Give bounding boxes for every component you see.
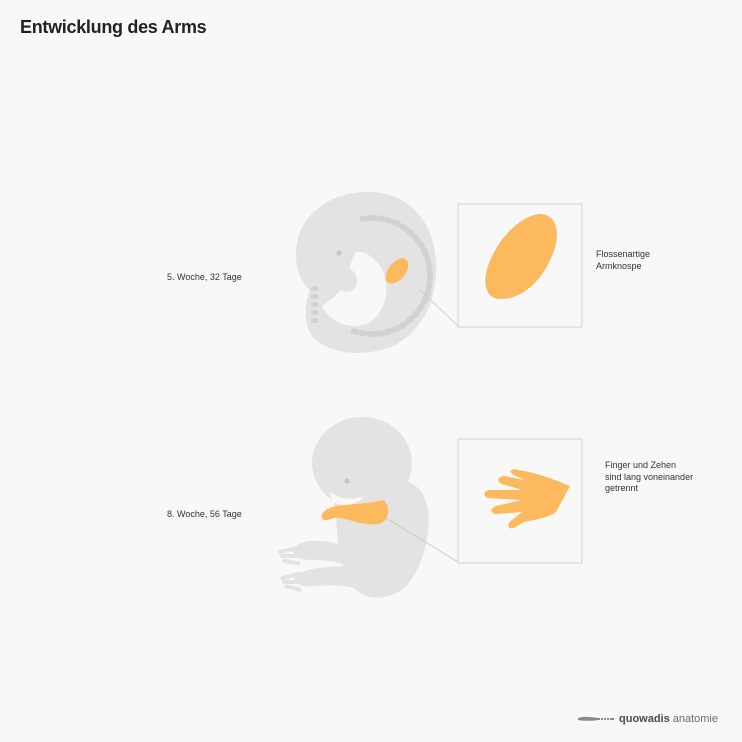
description-line: Finger und Zehen (605, 460, 677, 470)
somite (426, 263, 433, 273)
embryo-week-5-inner (322, 251, 387, 326)
embryo-week-8-leg-upper (292, 540, 356, 570)
somite-chain (311, 214, 434, 338)
embryo-week-5-face (336, 266, 358, 292)
somite (367, 214, 377, 222)
somite (311, 318, 318, 323)
embryo-week-8-toes-upper (278, 546, 300, 566)
connector-line-week-5 (419, 289, 459, 327)
somite (311, 302, 318, 307)
somite (311, 286, 318, 291)
description-line: Armknospe (596, 260, 642, 271)
somite (411, 310, 420, 319)
scalpel-icon (578, 716, 614, 721)
somite (350, 327, 360, 336)
embryo-week-5-eye (336, 250, 342, 256)
description-line: Flossenartige (596, 249, 651, 259)
embryo-week-5 (295, 191, 437, 353)
brand-name-light: anatomie (672, 713, 718, 725)
somite (384, 216, 394, 224)
page-title: Entwicklung des Arms (20, 17, 207, 37)
somite (398, 321, 408, 330)
somite (416, 303, 425, 313)
arm-bud-week-5 (385, 258, 409, 284)
somite (411, 233, 421, 243)
arm-bud-detail (485, 214, 557, 300)
somite (383, 328, 393, 336)
somite (399, 223, 409, 232)
detail-frame-week-8 (457, 438, 583, 564)
embryo-week-8-leg-lower (294, 566, 360, 590)
stage-label-week-8: 8. Woche, 56 Tage (167, 509, 242, 519)
brand-logo: quowadis anatomie (578, 713, 718, 725)
hand-detail (484, 469, 570, 529)
connector-line-week-8 (385, 517, 459, 563)
somite (405, 316, 414, 325)
somite (424, 255, 432, 265)
stage-label-week-5: 5. Woche, 32 Tage (167, 272, 242, 282)
description-line: getrennt (605, 483, 639, 493)
somite (426, 271, 434, 281)
description-line: sind lang voneinander (605, 471, 694, 482)
somite (426, 280, 433, 290)
somite (311, 294, 318, 299)
somite (421, 247, 429, 257)
somite (391, 325, 401, 333)
stage-description-week-5: Flossenartige Armknospe (596, 249, 650, 272)
embryo-week-8-eye (344, 478, 350, 484)
somite (359, 215, 369, 222)
brand-name-bold: quowadis (619, 713, 670, 725)
somite (420, 295, 429, 306)
arm-week-8 (321, 500, 389, 525)
stage-description-week-8: Finger und Zehen sind lang voneinander g… (605, 460, 693, 495)
detail-frame-week-5 (457, 203, 583, 328)
somite (375, 330, 385, 337)
somite (391, 219, 401, 228)
somite (366, 330, 376, 338)
somite (358, 329, 368, 337)
embryo-week-8-face (330, 492, 364, 505)
embryo-week-8-toes-lower (280, 571, 302, 592)
somite (375, 215, 386, 222)
somite (417, 240, 425, 250)
somite (405, 228, 415, 237)
somite (311, 310, 318, 315)
